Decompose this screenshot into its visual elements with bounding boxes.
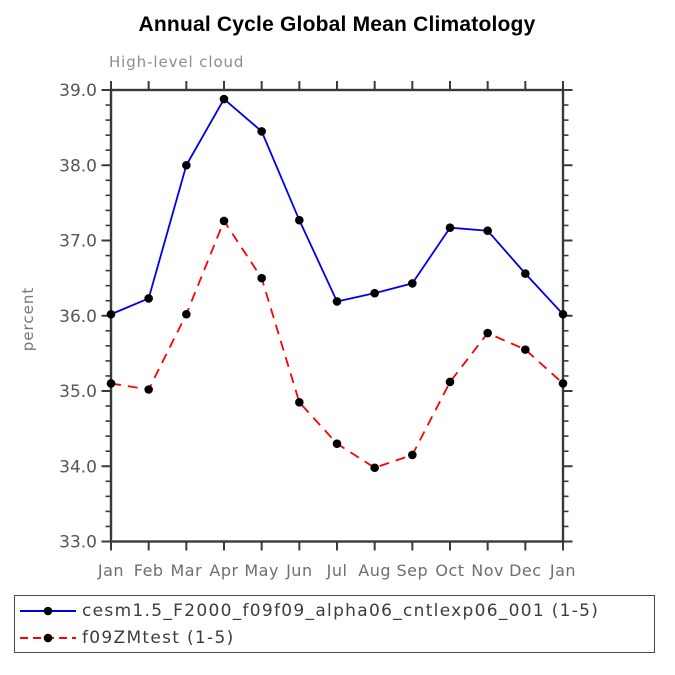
data-point-marker — [408, 279, 417, 288]
legend-marker-dot-icon — [43, 606, 53, 615]
plot-frame — [109, 88, 565, 543]
y-tick-label: 39.0 — [59, 81, 97, 101]
data-point-marker — [144, 294, 153, 303]
x-tick-label: Feb — [134, 561, 164, 580]
data-point-marker — [521, 269, 530, 278]
x-tick-label: Jan — [549, 561, 576, 580]
x-tick-label: May — [244, 561, 279, 580]
data-point-marker — [558, 309, 568, 319]
legend-label: cesm1.5_F2000_f09f09_alpha06_cntlexp06_0… — [82, 600, 600, 621]
y-tick-label: 38.0 — [59, 156, 97, 176]
data-point-marker — [144, 385, 153, 394]
x-tick-label: Sep — [397, 561, 429, 580]
x-tick-label: Apr — [209, 561, 238, 580]
data-point-marker — [558, 379, 568, 388]
data-point-marker — [182, 160, 191, 170]
x-tick-label: Oct — [435, 561, 464, 580]
chart-subtitle: High-level cloud — [109, 53, 245, 71]
y-tick-label: 33.0 — [59, 533, 97, 553]
x-tick-label: Jan — [97, 561, 124, 580]
data-point-marker — [483, 226, 492, 236]
data-point-marker — [370, 288, 379, 298]
x-tick-label: Jul — [326, 561, 348, 580]
data-point-marker — [219, 94, 229, 104]
data-point-marker — [445, 223, 455, 233]
data-point-marker — [106, 309, 116, 319]
data-point-marker — [295, 397, 304, 407]
data-point-marker — [219, 216, 229, 226]
data-point-marker — [408, 450, 417, 460]
data-point-marker — [521, 345, 530, 354]
legend-dashed-line-sample — [20, 633, 76, 642]
legend-box: cesm1.5_F2000_f09f09_alpha06_cntlexp06_0… — [14, 595, 655, 653]
legend-item-cesm: cesm1.5_F2000_f09f09_alpha06_cntlexp06_0… — [17, 597, 652, 624]
x-tick-label: Jun — [285, 561, 313, 580]
legend-solid-line-sample — [20, 606, 76, 615]
data-point-marker — [445, 377, 455, 387]
data-point-marker — [257, 273, 266, 283]
data-point-marker — [332, 297, 342, 306]
data-point-marker — [483, 328, 492, 338]
legend-item-f09zmtest: f09ZMtest (1-5) — [17, 624, 652, 651]
series-line-dashed — [110, 220, 564, 469]
series-line-solid — [110, 98, 564, 316]
legend-label: f09ZMtest (1-5) — [82, 627, 235, 648]
data-point-marker — [370, 463, 379, 473]
data-point-marker — [332, 439, 342, 448]
data-point-marker — [106, 379, 116, 388]
y-tick-label: 34.0 — [59, 457, 97, 477]
legend-marker-dot-icon — [43, 633, 53, 642]
data-point-marker — [295, 215, 304, 225]
chart-title: Annual Cycle Global Mean Climatology — [138, 13, 536, 36]
x-tick-label: Dec — [509, 561, 541, 580]
x-tick-label: Mar — [170, 561, 202, 580]
y-tick-label: 36.0 — [59, 307, 97, 327]
y-tick-label: 35.0 — [59, 382, 97, 402]
data-point-marker — [257, 127, 266, 136]
data-point-marker — [182, 309, 191, 319]
x-tick-label: Aug — [358, 561, 391, 580]
x-tick-label: Nov — [471, 561, 504, 580]
y-tick-label: 37.0 — [59, 232, 97, 252]
